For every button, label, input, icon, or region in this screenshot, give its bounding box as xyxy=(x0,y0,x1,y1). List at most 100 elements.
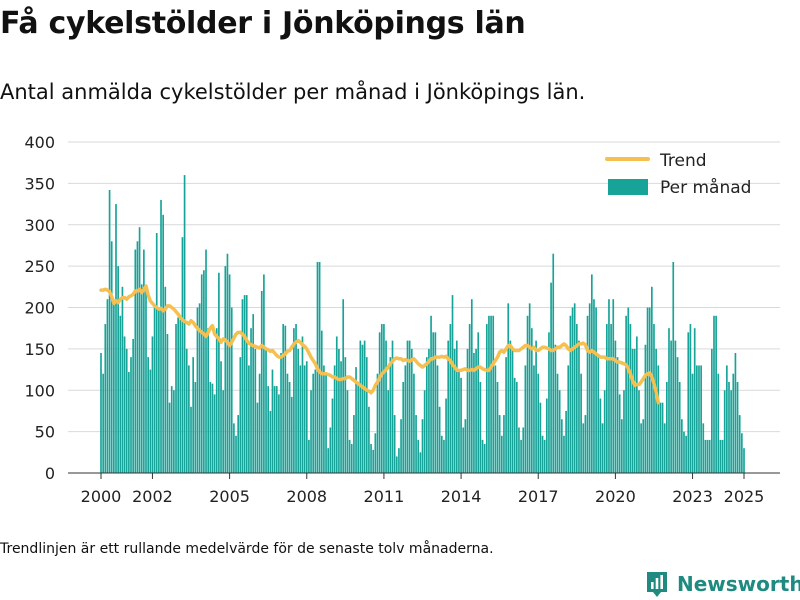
bar xyxy=(299,365,302,473)
bar xyxy=(548,332,550,473)
bar xyxy=(355,367,357,473)
bar xyxy=(715,315,717,473)
bar xyxy=(370,444,372,473)
bar xyxy=(507,303,510,473)
chart-subtitle: Antal anmälda cykelstölder per månad i J… xyxy=(0,80,586,104)
bar xyxy=(425,357,428,473)
bar xyxy=(278,394,280,473)
bar xyxy=(108,190,111,473)
bar xyxy=(481,439,484,473)
bar xyxy=(509,340,512,473)
bar xyxy=(335,336,338,473)
bar xyxy=(475,348,477,474)
bar xyxy=(580,373,582,473)
bar xyxy=(226,253,229,473)
bar xyxy=(389,357,392,473)
bar xyxy=(121,286,124,473)
bar xyxy=(417,439,420,473)
bar xyxy=(222,390,224,473)
bar xyxy=(359,340,362,473)
bar xyxy=(175,324,177,473)
x-tick-label: 2023 xyxy=(672,487,713,506)
bar xyxy=(691,373,694,473)
bar xyxy=(410,348,413,474)
bar xyxy=(241,299,244,473)
bar xyxy=(143,249,145,473)
bar xyxy=(338,348,340,474)
bar xyxy=(218,272,220,473)
bar xyxy=(380,324,383,473)
bar xyxy=(498,415,501,473)
bar xyxy=(496,381,499,473)
bar xyxy=(569,315,572,473)
y-tick-label: 400 xyxy=(24,133,55,152)
bar xyxy=(633,348,636,474)
bar xyxy=(209,381,212,473)
bar xyxy=(554,344,557,473)
bar xyxy=(256,402,259,473)
bar xyxy=(505,357,507,473)
bar xyxy=(280,353,282,473)
bar xyxy=(706,439,709,473)
bar xyxy=(110,241,113,473)
bar xyxy=(237,415,240,473)
x-tick-label: 2025 xyxy=(724,487,765,506)
bar xyxy=(211,383,214,473)
bar xyxy=(631,348,634,474)
bar xyxy=(657,365,660,473)
bar xyxy=(670,340,672,473)
bar xyxy=(363,340,366,473)
bar xyxy=(173,390,175,473)
bar xyxy=(166,333,169,473)
bar xyxy=(552,253,555,473)
bar xyxy=(275,386,278,473)
bar xyxy=(243,295,246,473)
bar xyxy=(668,328,670,473)
bar xyxy=(170,386,173,473)
bar xyxy=(245,295,248,473)
bar xyxy=(571,307,574,473)
bar xyxy=(462,427,465,473)
bar xyxy=(104,324,107,473)
bar xyxy=(526,315,529,473)
bar xyxy=(736,381,739,473)
bar xyxy=(685,435,687,473)
bar xyxy=(293,328,295,473)
bar xyxy=(325,373,327,473)
bar xyxy=(629,324,632,473)
bar xyxy=(458,369,460,473)
bar xyxy=(368,406,370,473)
bar xyxy=(678,381,681,473)
bar xyxy=(269,410,272,473)
bar xyxy=(644,344,647,473)
bar xyxy=(500,435,503,473)
bar xyxy=(402,381,405,473)
bar xyxy=(123,336,126,473)
bar xyxy=(385,340,387,473)
bar xyxy=(578,340,580,473)
bar xyxy=(230,307,233,473)
bar xyxy=(614,340,617,473)
bar xyxy=(468,324,471,473)
bar xyxy=(438,406,441,473)
bar xyxy=(479,381,482,473)
bar xyxy=(318,261,321,473)
bar xyxy=(260,290,263,473)
bar xyxy=(605,324,608,473)
bar xyxy=(672,261,675,473)
trend-line xyxy=(99,284,661,405)
bar xyxy=(601,423,604,473)
bar xyxy=(346,390,349,473)
bar-series xyxy=(100,175,745,474)
bar xyxy=(704,439,707,473)
bar xyxy=(128,372,130,473)
bar xyxy=(327,448,330,473)
bar xyxy=(528,303,531,473)
y-tick-label: 50 xyxy=(35,423,55,442)
bar xyxy=(511,348,514,474)
bar xyxy=(449,324,452,473)
bar xyxy=(312,373,315,473)
bar xyxy=(320,330,323,473)
bar xyxy=(408,340,411,473)
y-tick-label: 100 xyxy=(24,381,55,400)
